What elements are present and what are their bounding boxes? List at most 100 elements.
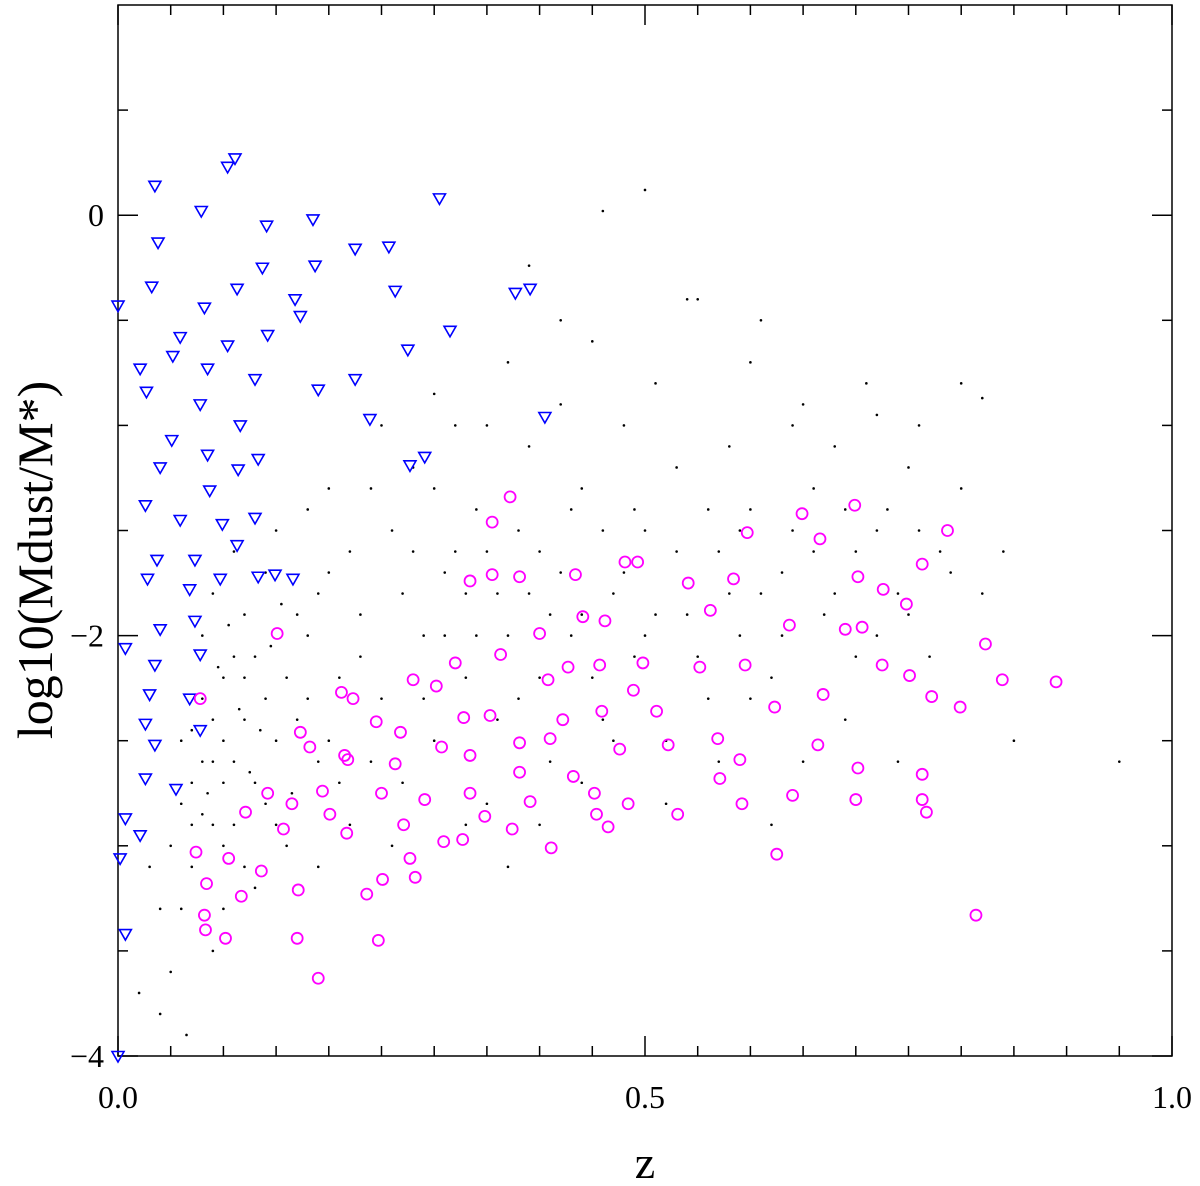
data-triangle: [182, 693, 198, 707]
data-circle: [340, 826, 354, 840]
data-dot: [232, 823, 236, 827]
data-dot: [248, 770, 252, 774]
data-triangle: [200, 363, 215, 377]
data-circle: [394, 725, 407, 739]
data-circle: [533, 627, 546, 640]
data-circle: [925, 690, 939, 703]
data-circle: [569, 568, 582, 582]
data-dot: [907, 613, 910, 616]
x-tick-label: 0.5: [625, 1079, 665, 1115]
data-dot: [464, 823, 468, 827]
data-circle: [189, 845, 203, 859]
data-circle: [437, 835, 451, 848]
data-circle: [193, 692, 207, 706]
data-circle: [346, 692, 360, 706]
data-triangle: [229, 539, 245, 553]
data-triangle: [140, 573, 155, 587]
data-dot: [443, 571, 447, 574]
data-triangle: [307, 260, 323, 274]
data-dot: [232, 760, 236, 764]
data-dot: [601, 718, 605, 721]
data-dot: [380, 697, 383, 700]
data-circle: [375, 786, 388, 800]
data-triangle: [149, 554, 165, 568]
data-dot: [201, 760, 204, 764]
data-circle: [849, 793, 863, 806]
data-dot: [243, 613, 246, 616]
data-triangle: [507, 287, 523, 301]
data-triangle: [287, 293, 303, 307]
data-triangle: [200, 449, 215, 463]
data-dot: [158, 907, 162, 911]
data-dot: [601, 209, 605, 213]
data-dot: [222, 844, 225, 848]
data-circle: [323, 807, 337, 821]
data-circle: [556, 713, 570, 727]
data-dot: [464, 592, 468, 595]
data-triangle: [187, 554, 203, 568]
data-circle: [851, 570, 865, 584]
data-circle: [576, 610, 590, 624]
data-dot: [749, 361, 752, 364]
data-dot: [422, 634, 425, 637]
data-circle: [541, 673, 555, 687]
data-dot: [643, 634, 647, 637]
data-circle: [388, 757, 402, 771]
data-dot: [875, 634, 879, 637]
data-circle: [335, 685, 348, 699]
data-circle: [915, 557, 929, 571]
data-triangle: [347, 243, 363, 257]
data-circle: [618, 555, 632, 569]
data-triangle: [229, 283, 245, 297]
data-dot: [538, 550, 541, 553]
data-dot: [179, 907, 183, 911]
data-dot: [179, 739, 183, 742]
data-circle: [463, 749, 477, 762]
data-triangle: [202, 485, 218, 499]
data-dot: [728, 592, 731, 595]
data-dot: [780, 571, 784, 574]
data-triangle: [347, 373, 363, 387]
data-dot: [506, 865, 510, 869]
data-dot: [780, 634, 784, 637]
data-circle: [198, 908, 211, 922]
x-tick-label: 0.0: [98, 1079, 138, 1115]
data-dot: [390, 844, 394, 848]
data-dot: [675, 466, 678, 469]
data-dot: [865, 382, 868, 385]
data-circle: [851, 761, 865, 775]
data-dot: [770, 676, 773, 679]
data-dot: [527, 592, 531, 595]
data-circle: [463, 786, 477, 800]
data-circle: [369, 715, 383, 729]
data-dot: [738, 634, 742, 637]
data-dot: [306, 508, 310, 511]
data-triangle: [192, 399, 208, 412]
data-circle: [485, 568, 499, 582]
data-dot: [422, 697, 425, 700]
data-dot: [654, 613, 657, 616]
data-dot: [411, 550, 415, 553]
x-tick-label: 1.0: [1152, 1079, 1192, 1115]
data-dot: [496, 718, 499, 721]
data-dot: [206, 791, 209, 795]
data-dot: [559, 319, 562, 322]
data-circle: [738, 658, 752, 672]
data-triangle: [117, 813, 133, 827]
data-circle: [855, 620, 869, 634]
data-circle: [621, 797, 635, 811]
data-dot: [253, 781, 257, 785]
data-dot: [338, 676, 341, 679]
data-circle: [544, 841, 558, 855]
data-dot: [316, 760, 320, 764]
data-triangle: [164, 434, 180, 448]
data-circle: [239, 805, 252, 819]
data-triangle: [142, 689, 157, 703]
data-dot: [211, 949, 215, 953]
data-circle: [222, 852, 236, 865]
data-dot: [137, 991, 141, 995]
data-triangle: [165, 350, 181, 364]
data-circle: [786, 788, 799, 802]
data-dot: [453, 424, 457, 427]
data-dot: [285, 676, 288, 679]
